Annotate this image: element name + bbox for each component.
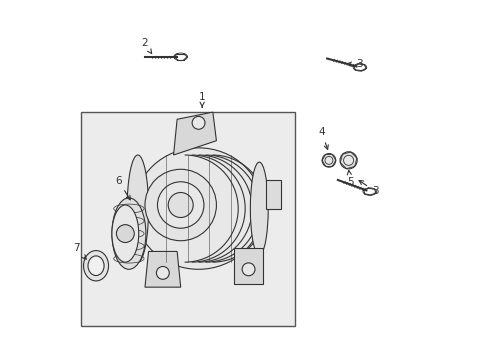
Bar xyxy=(267,180,281,208)
Circle shape xyxy=(120,225,138,243)
Ellipse shape xyxy=(88,256,104,275)
Text: 7: 7 xyxy=(73,243,86,259)
Ellipse shape xyxy=(112,198,146,269)
Circle shape xyxy=(156,266,169,279)
Circle shape xyxy=(192,116,205,129)
Ellipse shape xyxy=(340,152,357,169)
Ellipse shape xyxy=(343,156,354,165)
Circle shape xyxy=(117,225,134,243)
Circle shape xyxy=(157,182,204,228)
Circle shape xyxy=(242,263,255,276)
Polygon shape xyxy=(145,251,181,287)
Text: 6: 6 xyxy=(115,176,130,200)
Text: 1: 1 xyxy=(199,92,205,107)
Text: 4: 4 xyxy=(318,127,328,149)
Text: 5: 5 xyxy=(347,171,354,187)
Text: 3: 3 xyxy=(359,180,378,196)
Text: 3: 3 xyxy=(347,59,363,69)
Circle shape xyxy=(145,169,217,241)
Ellipse shape xyxy=(127,155,148,262)
Ellipse shape xyxy=(325,157,333,164)
Polygon shape xyxy=(234,248,263,284)
Ellipse shape xyxy=(134,148,263,269)
Ellipse shape xyxy=(322,154,336,167)
Ellipse shape xyxy=(112,205,139,262)
Text: 2: 2 xyxy=(141,38,152,54)
Ellipse shape xyxy=(250,162,268,255)
Circle shape xyxy=(168,193,193,217)
Ellipse shape xyxy=(83,251,109,281)
Bar xyxy=(81,112,295,327)
Polygon shape xyxy=(173,112,217,155)
